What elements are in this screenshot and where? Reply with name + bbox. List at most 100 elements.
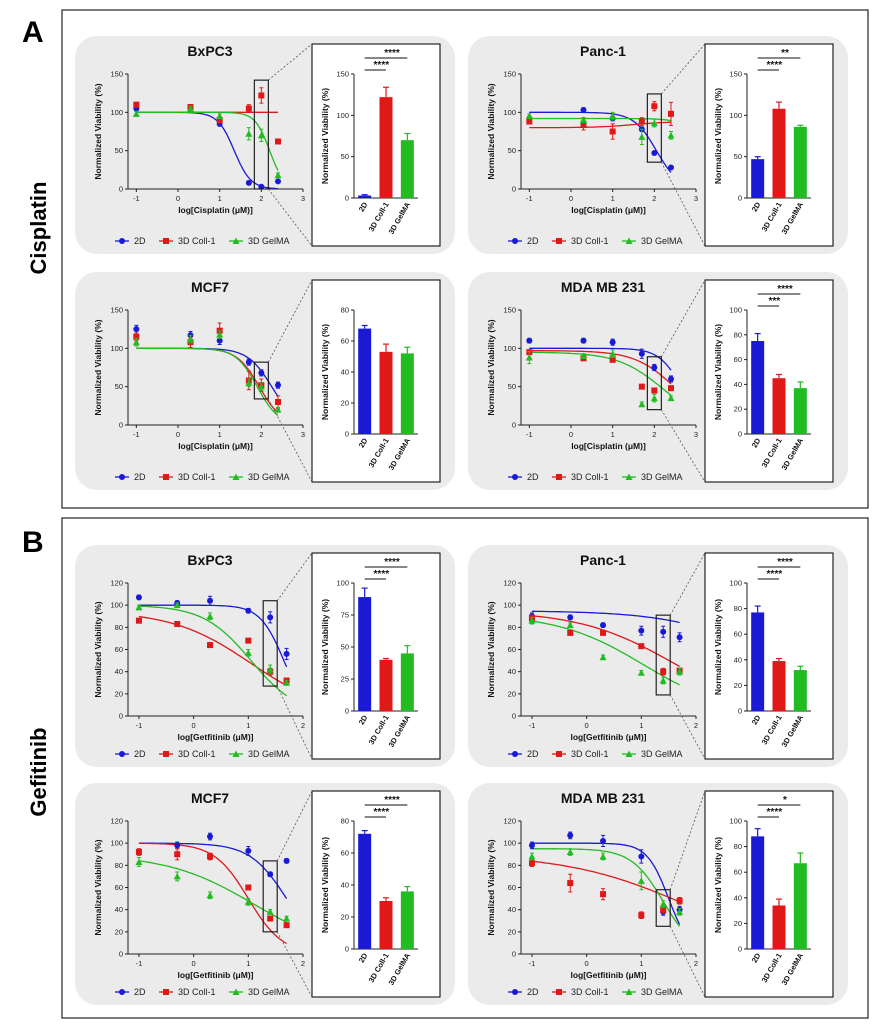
y-axis-label: Normalized Viability (%) (93, 839, 103, 935)
legend-label: 2D (134, 749, 146, 759)
drug-label-cisplatin: Cisplatin (26, 182, 51, 275)
data-point (207, 597, 214, 604)
bar-category-label: 2D (750, 200, 763, 213)
inset-y-tick-label: 80 (734, 330, 742, 339)
significance-label: *** (768, 296, 780, 307)
x-tick-label: -1 (529, 721, 536, 730)
data-point (174, 851, 181, 858)
y-tick-label: 40 (508, 667, 516, 676)
data-point (600, 629, 607, 636)
zoom-connector (669, 926, 706, 998)
cell-5: Panc-1 0 20 40 60 80 100 120 -1 0 1 2 log[Getfitinib… (468, 545, 848, 767)
inset-y-tick-label: 80 (734, 604, 742, 613)
data-point (676, 908, 684, 915)
legend-marker (232, 750, 240, 757)
inset-y-tick-label: 0 (738, 707, 742, 716)
legend-label: 3D Coll-1 (178, 987, 216, 997)
data-point (600, 837, 607, 844)
legend-label: 2D (527, 749, 539, 759)
inset-y-tick-label: 50 (734, 152, 742, 161)
bar-3d-gelma (793, 863, 807, 949)
inset-y-tick-label: 0 (345, 945, 349, 954)
bar-3d-coll-1 (379, 351, 393, 434)
x-tick-label: 0 (176, 194, 180, 203)
y-axis-label: Normalized Viability (%) (486, 601, 496, 697)
data-point (135, 603, 143, 611)
data-point (659, 900, 667, 908)
y-tick-label: 0 (512, 421, 516, 430)
y-tick-label: 100 (110, 839, 123, 848)
x-tick-label: 1 (639, 959, 643, 968)
chart-title: Panc-1 (580, 43, 626, 59)
data-point (206, 612, 214, 620)
inset-y-axis-label: Normalized Viability (%) (320, 599, 330, 695)
inset-y-axis-label: Normalized Viability (%) (713, 837, 723, 933)
x-axis-label: log[Getfitinib (μM)] (177, 732, 253, 742)
y-tick-label: 0 (512, 712, 516, 721)
inset-y-tick-label: 20 (341, 913, 349, 922)
x-tick-label: 2 (259, 194, 263, 203)
inset-y-tick-label: 80 (341, 306, 349, 315)
highlight-box (646, 93, 662, 163)
data-point (257, 131, 265, 139)
data-point (132, 110, 140, 117)
data-point (244, 649, 252, 656)
significance-label: **** (777, 557, 793, 568)
significance-label: **** (374, 60, 390, 71)
panel-a-frame (61, 9, 869, 509)
data-point (651, 149, 658, 156)
cell-0: BxPC3 0 50 100 150 -1 0 1 2 3 log[Cisplatin (μM)] N… (75, 36, 455, 254)
inset-y-tick-label: 100 (729, 579, 742, 588)
inset-y-tick-label: 150 (336, 70, 349, 79)
inset-y-tick-label: 0 (345, 194, 349, 203)
legend-marker (232, 473, 240, 480)
significance-label: **** (384, 557, 400, 568)
data-point (580, 352, 587, 359)
inset-y-tick-label: 0 (345, 430, 349, 439)
significance-label: **** (767, 569, 783, 580)
data-point (266, 908, 274, 915)
inset-y-tick-label: 25 (341, 675, 349, 684)
data-point (135, 594, 142, 601)
y-tick-label: 60 (508, 645, 516, 654)
data-point (567, 880, 574, 887)
data-point (187, 335, 194, 343)
zoom-connector (669, 694, 706, 760)
data-point (660, 668, 667, 675)
inset-y-tick-label: 0 (738, 430, 742, 439)
significance-label: ** (781, 48, 789, 59)
bar-3d-gelma (400, 353, 414, 434)
data-point (245, 359, 252, 366)
highlight-box (646, 356, 662, 411)
significance-label: **** (374, 807, 390, 818)
x-axis-label: log[Getfitinib (μM)] (570, 732, 646, 742)
y-tick-label: 100 (503, 108, 516, 117)
legend-marker (625, 988, 633, 995)
x-tick-label: 1 (639, 721, 643, 730)
data-point (609, 356, 616, 363)
inset-y-tick-label: 0 (738, 194, 742, 203)
legend-label: 3D Coll-1 (571, 236, 609, 246)
x-tick-label: -1 (526, 430, 533, 439)
x-tick-label: 2 (694, 959, 698, 968)
inset-y-tick-label: 50 (341, 643, 349, 652)
y-axis-label: Normalized Viability (%) (486, 83, 496, 179)
data-point (668, 110, 674, 117)
inset-y-axis-label: Normalized Viability (%) (713, 88, 723, 184)
zoom-connector (669, 790, 706, 890)
bar-3d-gelma (400, 891, 414, 949)
panel-label-a: A (22, 16, 44, 49)
data-point (660, 906, 667, 913)
data-point (638, 643, 645, 650)
y-tick-label: 0 (119, 421, 123, 430)
legend-label: 3D GelMA (248, 749, 290, 759)
data-point (283, 922, 290, 929)
inset-y-tick-label: 75 (341, 611, 349, 620)
y-tick-label: 50 (115, 382, 123, 391)
fit-curve-2d (529, 347, 672, 371)
data-point (580, 337, 587, 344)
cell-3: MDA MB 231 0 50 100 150 -1 0 1 2 3 log[Cisplatin (… (468, 272, 848, 490)
bar-3d-coll-1 (772, 378, 786, 434)
significance-label: **** (384, 48, 400, 59)
legend-label: 3D Coll-1 (178, 749, 216, 759)
